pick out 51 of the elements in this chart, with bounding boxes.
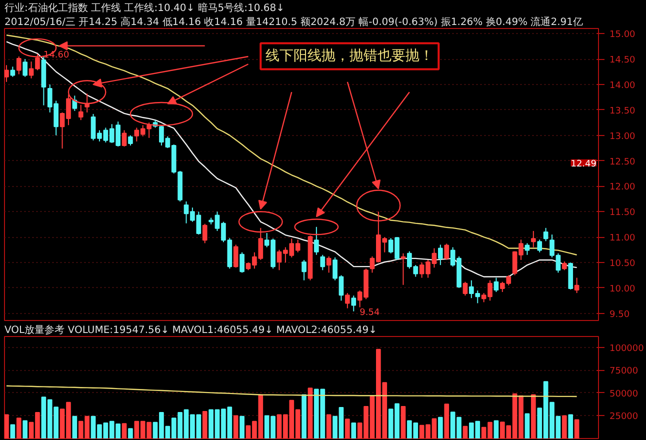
y-tick-label: 12.00 bbox=[610, 182, 636, 193]
bar bbox=[4, 414, 9, 438]
bar bbox=[345, 418, 350, 438]
y-tick-label: 11.00 bbox=[610, 234, 636, 244]
bar bbox=[16, 418, 22, 438]
y-tick-label: 100000 bbox=[610, 344, 644, 354]
bar bbox=[400, 406, 406, 438]
bar bbox=[524, 413, 530, 438]
bar bbox=[351, 422, 356, 438]
bar bbox=[494, 420, 499, 438]
y-tick-label: 14.50 bbox=[610, 56, 636, 66]
y-tick-label: 13.50 bbox=[610, 106, 636, 116]
y-tick-label: 10.00 bbox=[610, 284, 636, 294]
bar bbox=[128, 428, 133, 438]
bar bbox=[574, 419, 580, 438]
candlestick bbox=[4, 64, 9, 82]
chart-title: 行业:石油化工指数 工作线 工作线:10.40↓ 暗马5号线:10.68↓ bbox=[4, 2, 285, 14]
annotation: 线下阳线抛，抛错也要抛！ bbox=[266, 48, 434, 64]
chart-title: VOL放量参考 VOLUME:19547.56↓ MAVOL1:46055.49↓ MAVOL2:46055.49↓ bbox=[4, 324, 378, 336]
line-series bbox=[6, 385, 578, 398]
y-tick-label: 12.50 bbox=[610, 157, 636, 168]
annotation: 14.60 bbox=[43, 50, 70, 60]
bar bbox=[326, 414, 332, 438]
bar bbox=[462, 426, 468, 438]
chart-subtitle: 2012/05/16/三 开14.25 高14.34 低14.16 收14.16 量14210.5 额2024.8万 幅-0.09(-0.63%) 振1.26% 换0.49% 流通2.91亿 bbox=[4, 16, 584, 28]
bar bbox=[240, 416, 244, 438]
y-tick-label: 50000 bbox=[610, 389, 638, 400]
y-tick-label: 10.50 bbox=[610, 259, 636, 270]
bar bbox=[122, 423, 127, 438]
bar bbox=[22, 420, 28, 438]
bar bbox=[438, 416, 443, 438]
y-tick-label: 9.50 bbox=[610, 310, 630, 320]
bar bbox=[202, 410, 208, 438]
y-tick-label: 25000 bbox=[610, 412, 638, 422]
bar bbox=[302, 394, 306, 438]
y-tick-label: 13.00 bbox=[610, 132, 636, 142]
bar bbox=[72, 416, 78, 438]
candlestick bbox=[530, 230, 536, 248]
bar bbox=[308, 388, 313, 438]
y-tick-label: 15.00 bbox=[610, 30, 636, 40]
bar bbox=[530, 394, 536, 438]
y-tick-label: 11.50 bbox=[610, 208, 636, 218]
candlestick bbox=[438, 244, 443, 266]
y-tick-label: 75000 bbox=[610, 366, 638, 377]
bar bbox=[444, 404, 450, 438]
annotation: 9.54 bbox=[360, 308, 380, 318]
y-tick-label: 14.00 bbox=[610, 80, 636, 91]
bar bbox=[10, 424, 16, 438]
bar bbox=[568, 414, 574, 438]
bar bbox=[233, 415, 238, 438]
bar bbox=[562, 415, 567, 438]
